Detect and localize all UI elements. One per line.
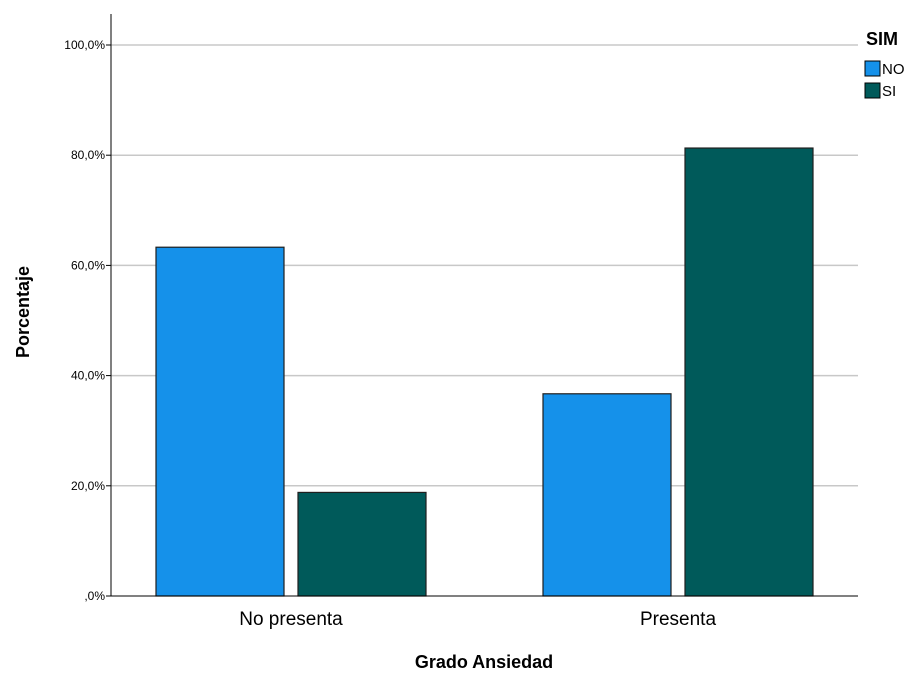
x-axis-title: Grado Ansiedad: [415, 652, 553, 672]
x-category-label: Presenta: [640, 609, 716, 630]
legend-label-si: SI: [882, 83, 896, 100]
y-tick-labels: ,0% 20,0% 40,0% 60,0% 80,0% 100,0%: [64, 38, 111, 603]
y-tick-label: 100,0%: [64, 38, 105, 52]
x-category-label: No presenta: [239, 609, 343, 630]
bar-no-2: [543, 394, 671, 596]
legend-label-no: NO: [882, 61, 905, 78]
legend-swatch-si: [865, 83, 880, 98]
y-tick-label: 80,0%: [71, 148, 105, 162]
bar-no-1: [156, 247, 284, 596]
x-category-labels: No presenta Presenta: [239, 609, 716, 630]
bar-si-1: [298, 492, 426, 596]
bars: [156, 148, 813, 596]
y-tick-label: 60,0%: [71, 258, 105, 272]
y-axis-title: Porcentaje: [13, 266, 33, 358]
y-tick-label: 40,0%: [71, 369, 105, 383]
y-tick-label: 20,0%: [71, 479, 105, 493]
legend-swatch-no: [865, 61, 880, 76]
legend-title: SIM: [866, 29, 898, 49]
y-tick-label: ,0%: [84, 589, 105, 603]
bar-si-2: [685, 148, 813, 596]
legend: SIM NO SI: [865, 29, 905, 100]
